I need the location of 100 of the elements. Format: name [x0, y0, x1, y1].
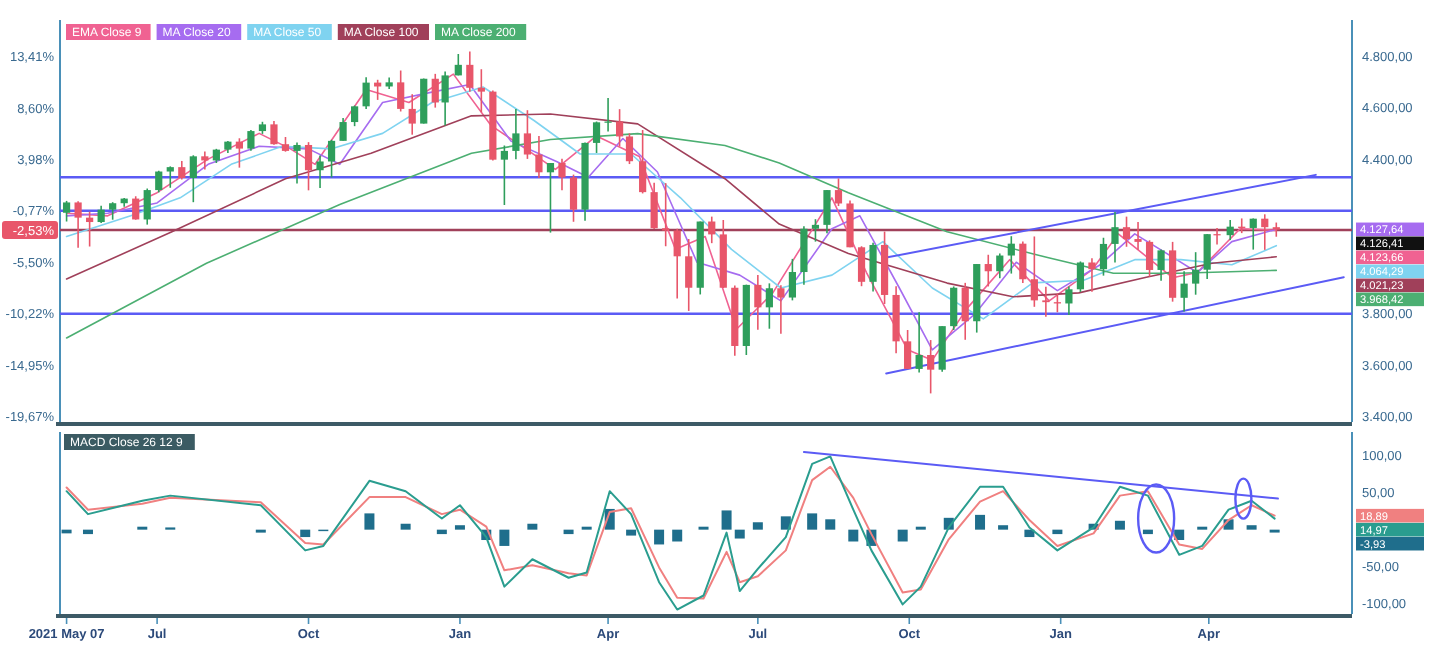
candlestick	[1226, 219, 1234, 241]
candlestick	[327, 139, 336, 179]
candlestick	[1030, 235, 1038, 308]
candlestick	[685, 238, 693, 312]
line-series	[65, 132, 1278, 339]
bar	[848, 529, 859, 542]
bar	[499, 529, 510, 546]
candlestick	[523, 109, 532, 160]
candlestick	[834, 177, 843, 207]
candlestick	[1099, 236, 1108, 277]
candlestick	[984, 253, 992, 288]
candlestick	[569, 173, 578, 223]
candlestick	[927, 339, 935, 395]
bar	[807, 513, 818, 530]
candlestick	[178, 160, 186, 181]
candlestick	[765, 282, 773, 330]
bar	[364, 513, 375, 530]
bar	[436, 529, 447, 535]
candlestick	[823, 189, 831, 235]
candlestick	[477, 68, 485, 114]
candlestick	[466, 50, 474, 93]
candlestick	[431, 73, 439, 109]
bar	[897, 529, 908, 542]
bar	[734, 529, 745, 539]
candlestick	[1169, 241, 1177, 303]
candlestick	[143, 187, 151, 226]
candlestick	[1272, 221, 1280, 238]
candlestick	[155, 169, 163, 194]
bar	[82, 529, 93, 535]
candlestick	[708, 215, 716, 244]
candlestick	[408, 93, 416, 136]
candlestick	[800, 225, 808, 286]
candlestick	[1261, 213, 1269, 251]
bar	[1052, 529, 1063, 535]
candlestick	[1122, 215, 1131, 248]
candlestick	[673, 227, 681, 300]
candlestick	[1111, 211, 1119, 264]
candlestick	[362, 76, 370, 110]
bar	[1142, 529, 1153, 535]
bar	[300, 529, 311, 538]
candlestick	[293, 141, 301, 185]
candlestick	[869, 241, 877, 293]
bar	[527, 523, 538, 530]
candlestick	[788, 258, 797, 302]
candlestick	[74, 200, 82, 249]
bar	[626, 529, 637, 536]
candlestick	[558, 157, 566, 192]
candlestick	[397, 69, 405, 113]
candlestick	[1088, 257, 1096, 293]
candlestick	[1042, 285, 1050, 318]
bar	[654, 529, 665, 545]
candlestick	[615, 108, 624, 148]
candlestick	[639, 129, 647, 195]
candlestick	[339, 117, 347, 142]
candlestick	[650, 182, 658, 230]
bar	[400, 523, 411, 530]
candlestick	[441, 70, 449, 127]
candlestick	[1007, 235, 1015, 275]
candlestick	[1145, 239, 1154, 278]
candlestick	[662, 182, 670, 248]
candlestick	[62, 200, 71, 223]
candlestick	[132, 195, 140, 221]
candlestick	[316, 154, 324, 189]
candlestick	[915, 311, 923, 374]
candlestick	[754, 274, 762, 331]
candlestick	[500, 144, 508, 206]
bar	[752, 522, 763, 530]
bar	[721, 510, 732, 530]
candlestick	[270, 120, 278, 146]
bar	[672, 529, 683, 542]
candlestick	[961, 282, 969, 341]
candlestick	[938, 325, 946, 373]
candlestick	[846, 199, 854, 249]
candlestick	[904, 329, 912, 370]
candlestick	[304, 141, 313, 192]
bar	[1024, 529, 1035, 538]
candlestick	[892, 285, 900, 354]
candlestick	[592, 120, 601, 154]
bar	[975, 514, 986, 530]
candlestick	[512, 108, 520, 160]
candlestick	[1157, 248, 1165, 282]
candlestick	[235, 137, 243, 169]
candlestick	[1134, 221, 1142, 251]
bar	[825, 519, 836, 530]
candlestick	[189, 154, 197, 203]
candlestick	[996, 252, 1004, 280]
candlestick	[201, 150, 209, 171]
candlestick	[546, 162, 555, 234]
candlestick	[1203, 233, 1211, 280]
candlestick	[535, 135, 543, 179]
candlestick	[1192, 251, 1200, 296]
candlestick	[1249, 217, 1257, 251]
candlestick	[857, 245, 866, 287]
candlestick	[811, 218, 820, 243]
candlestick	[1065, 285, 1073, 316]
bar	[1114, 520, 1125, 530]
candlestick	[420, 77, 428, 125]
bar	[563, 529, 574, 535]
candlestick	[777, 284, 785, 335]
candlestick	[1180, 270, 1188, 313]
